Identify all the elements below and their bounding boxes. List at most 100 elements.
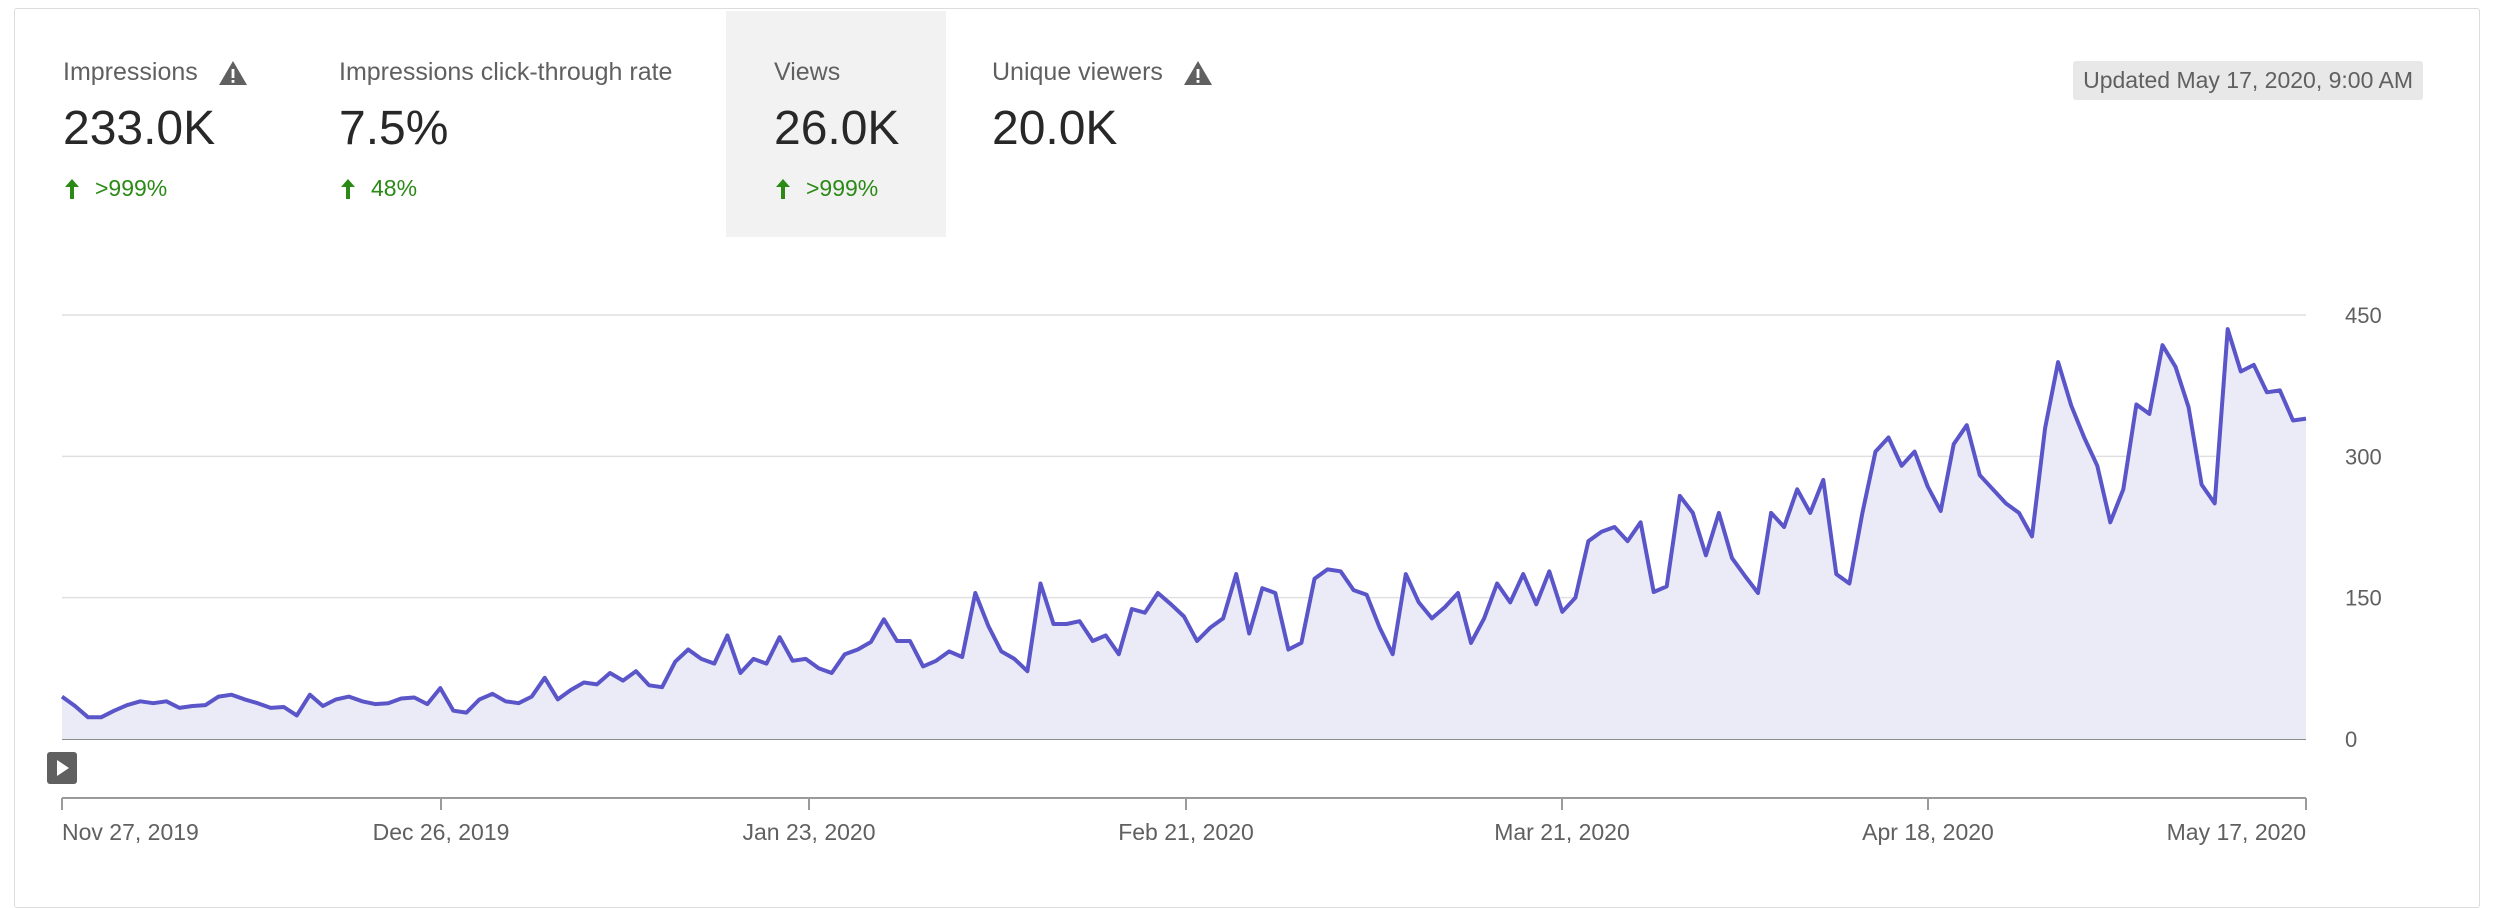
data-point[interactable] <box>698 656 704 662</box>
data-point[interactable] <box>594 681 600 687</box>
data-point[interactable] <box>2212 500 2218 506</box>
data-point[interactable] <box>1298 640 1304 646</box>
data-point[interactable] <box>568 687 574 693</box>
data-point[interactable] <box>1925 483 1931 489</box>
metric-unique-viewers[interactable]: Unique viewers 20.0K <box>945 11 1245 237</box>
data-point[interactable] <box>1233 571 1239 577</box>
data-point[interactable] <box>1220 615 1226 621</box>
data-point[interactable] <box>268 705 274 711</box>
data-point[interactable] <box>2251 362 2257 368</box>
data-point[interactable] <box>607 670 613 676</box>
play-button[interactable] <box>47 752 77 784</box>
data-point[interactable] <box>633 668 639 674</box>
data-point[interactable] <box>1703 552 1709 558</box>
data-point[interactable] <box>437 685 443 691</box>
data-point[interactable] <box>1442 604 1448 610</box>
data-point[interactable] <box>2029 533 2035 539</box>
data-point[interactable] <box>1690 510 1696 516</box>
data-point[interactable] <box>881 616 887 622</box>
data-point[interactable] <box>1781 524 1787 530</box>
data-point[interactable] <box>855 646 861 652</box>
data-point[interactable] <box>620 678 626 684</box>
data-point[interactable] <box>216 694 222 700</box>
data-point[interactable] <box>1585 538 1591 544</box>
data-point[interactable] <box>1116 651 1122 657</box>
data-point[interactable] <box>529 694 535 700</box>
data-point[interactable] <box>150 700 156 706</box>
data-point[interactable] <box>1768 510 1774 516</box>
data-point[interactable] <box>294 712 300 718</box>
data-point[interactable] <box>1468 640 1474 646</box>
data-point[interactable] <box>1859 510 1865 516</box>
data-point[interactable] <box>1103 632 1109 638</box>
data-point[interactable] <box>1794 486 1800 492</box>
data-point[interactable] <box>1272 590 1278 596</box>
data-point[interactable] <box>2264 389 2270 395</box>
data-point[interactable] <box>242 696 248 702</box>
data-point[interactable] <box>59 694 65 700</box>
data-point[interactable] <box>1364 592 1370 598</box>
data-point[interactable] <box>1951 441 1957 447</box>
data-point[interactable] <box>1338 568 1344 574</box>
data-point[interactable] <box>1429 615 1435 621</box>
data-point[interactable] <box>1129 606 1135 612</box>
data-point[interactable] <box>1533 601 1539 607</box>
data-point[interactable] <box>1612 524 1618 530</box>
data-point[interactable] <box>737 670 743 676</box>
data-point[interactable] <box>659 684 665 690</box>
data-point[interactable] <box>2173 364 2179 370</box>
data-point[interactable] <box>1285 646 1291 652</box>
data-point[interactable] <box>111 708 117 714</box>
data-point[interactable] <box>2277 387 2283 393</box>
data-point[interactable] <box>503 698 509 704</box>
data-point[interactable] <box>933 658 939 664</box>
data-point[interactable] <box>542 675 548 681</box>
data-point[interactable] <box>1024 668 1030 674</box>
data-point[interactable] <box>1755 590 1761 596</box>
data-point[interactable] <box>2094 463 2100 469</box>
data-point[interactable] <box>1938 508 1944 514</box>
data-point[interactable] <box>2303 416 2309 422</box>
data-point[interactable] <box>907 638 913 644</box>
data-point[interactable] <box>1912 449 1918 455</box>
data-point[interactable] <box>1520 571 1526 577</box>
data-point[interactable] <box>2186 404 2192 410</box>
data-point[interactable] <box>385 700 391 706</box>
data-point[interactable] <box>581 679 587 685</box>
data-point[interactable] <box>946 648 952 654</box>
data-point[interactable] <box>1664 583 1670 589</box>
data-point[interactable] <box>281 704 287 710</box>
data-point[interactable] <box>398 695 404 701</box>
data-point[interactable] <box>803 656 809 662</box>
data-point[interactable] <box>2238 369 2244 375</box>
data-point[interactable] <box>1455 590 1461 596</box>
data-point[interactable] <box>1638 519 1644 525</box>
data-point[interactable] <box>320 703 326 709</box>
data-point[interactable] <box>1598 529 1604 535</box>
data-point[interactable] <box>646 682 652 688</box>
data-point[interactable] <box>1259 585 1265 591</box>
data-point[interactable] <box>2107 519 2113 525</box>
data-point[interactable] <box>1872 449 1878 455</box>
data-point[interactable] <box>959 654 965 660</box>
data-point[interactable] <box>463 710 469 716</box>
data-point[interactable] <box>1416 599 1422 605</box>
data-point[interactable] <box>1246 630 1252 636</box>
data-point[interactable] <box>1155 590 1161 596</box>
data-point[interactable] <box>920 663 926 669</box>
data-point[interactable] <box>1064 621 1070 627</box>
data-point[interactable] <box>176 705 182 711</box>
data-point[interactable] <box>2146 411 2152 417</box>
data-point[interactable] <box>1651 589 1657 595</box>
data-point[interactable] <box>203 702 209 708</box>
data-point[interactable] <box>2042 425 2048 431</box>
data-point[interactable] <box>711 661 717 667</box>
data-point[interactable] <box>72 703 78 709</box>
data-point[interactable] <box>1807 510 1813 516</box>
data-point[interactable] <box>777 634 783 640</box>
data-point[interactable] <box>1377 625 1383 631</box>
metric-ctr[interactable]: Impressions click-through rate 7.5% 48% <box>291 11 731 237</box>
data-point[interactable] <box>2068 402 2074 408</box>
data-point[interactable] <box>1390 651 1396 657</box>
data-point[interactable] <box>2290 418 2296 424</box>
